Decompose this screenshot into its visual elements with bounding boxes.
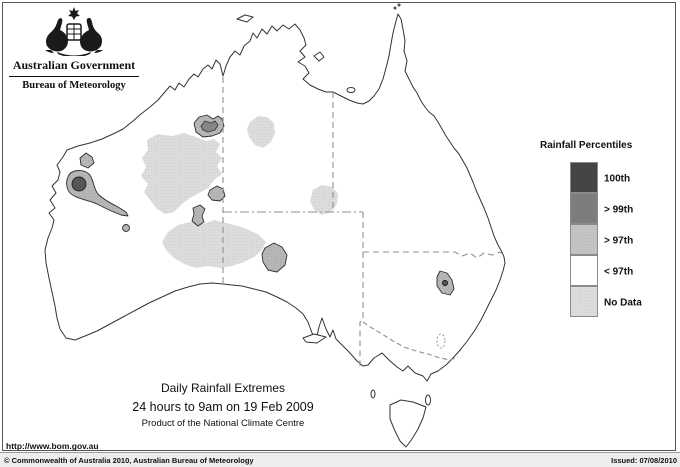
groote-eylandt <box>313 51 325 62</box>
p97-spot-inland-wa <box>122 224 130 232</box>
bom-url: http://www.bom.gov.au <box>6 441 99 451</box>
legend-swatch-100th <box>570 162 598 193</box>
legend-label-no-data: No Data <box>604 297 642 308</box>
bureau-title: Bureau of Meteorology <box>22 80 126 91</box>
legend-label-gt97th: > 97th <box>604 235 634 246</box>
legend-title: Rainfall Percentiles <box>540 140 633 151</box>
legend-row-no-data: No Data <box>540 286 675 318</box>
mornington-island <box>346 87 356 93</box>
p97-region-nw-coast <box>79 152 95 169</box>
no-data-region-nt <box>247 116 275 148</box>
king-island <box>370 389 376 399</box>
map-subtitle: 24 hours to 9am on 19 Feb 2009 <box>132 400 314 414</box>
p97-region-southern-sa <box>261 242 288 273</box>
state-borders <box>222 77 505 366</box>
legend-row-100th: 100th <box>540 162 675 194</box>
issued-date: Issued: 07/08/2010 <box>611 456 677 465</box>
legend-label-100th: 100th <box>604 173 631 184</box>
p100-core-central-nsw <box>442 280 448 286</box>
border-nsw-vic <box>362 321 459 361</box>
border-act <box>436 333 446 349</box>
title-block: Daily Rainfall Extremes 24 hours to 9am … <box>73 381 373 429</box>
legend-swatch-gt97th <box>570 224 598 255</box>
emu-icon <box>80 17 103 53</box>
no-data-regions <box>141 116 338 268</box>
legend-swatch-no-data <box>570 286 598 317</box>
legend-row-lt97th: < 97th <box>540 255 675 287</box>
rainfall-legend: Rainfall Percentiles 100th > 99th > 97th… <box>540 140 675 318</box>
no-data-region-sa-qld <box>310 185 338 215</box>
government-header: Australian Government Bureau of Meteorol… <box>4 6 144 91</box>
kangaroo-island <box>302 333 327 344</box>
percentile-regions <box>66 114 455 296</box>
legend-swatch-gt99th <box>570 193 598 224</box>
p99-core-wa-nt-border <box>200 120 219 133</box>
no-data-region-central-wa <box>141 133 222 214</box>
melville-island <box>236 14 254 23</box>
legend-swatch-lt97th <box>570 255 598 286</box>
coat-of-arms-icon <box>45 7 103 56</box>
torres-strait-island <box>393 6 397 10</box>
copyright-text: © Commonwealth of Australia 2010, Austra… <box>4 456 254 465</box>
border-qld-nsw <box>363 251 505 259</box>
legend-row-gt97th: > 97th <box>540 224 675 256</box>
legend-label-lt97th: < 97th <box>604 266 634 277</box>
map-title: Daily Rainfall Extremes <box>160 381 286 395</box>
shield-pattern <box>67 24 81 40</box>
flinders-island <box>425 394 431 406</box>
footer-bar: © Commonwealth of Australia 2010, Austra… <box>0 452 680 467</box>
legend-label-gt99th: > 99th <box>604 204 634 215</box>
kangaroo-icon <box>45 18 68 53</box>
gov-divider <box>9 76 139 77</box>
border-141e <box>359 212 364 366</box>
no-data-region-south <box>162 220 266 268</box>
tasmania <box>389 399 427 448</box>
torres-strait-island <box>397 3 401 7</box>
map-product-line: Product of the National Climate Centre <box>141 418 305 429</box>
p100-core-carnarvon <box>71 176 87 192</box>
p97-region-inland-wa <box>191 204 206 227</box>
islands <box>236 3 431 448</box>
scroll-icon <box>57 52 91 56</box>
legend-row-gt99th: > 99th <box>540 193 675 225</box>
gov-title: Australian Government <box>12 58 136 72</box>
coastline-mainland <box>44 13 506 382</box>
australia-map <box>44 3 506 448</box>
star-icon <box>68 7 80 20</box>
